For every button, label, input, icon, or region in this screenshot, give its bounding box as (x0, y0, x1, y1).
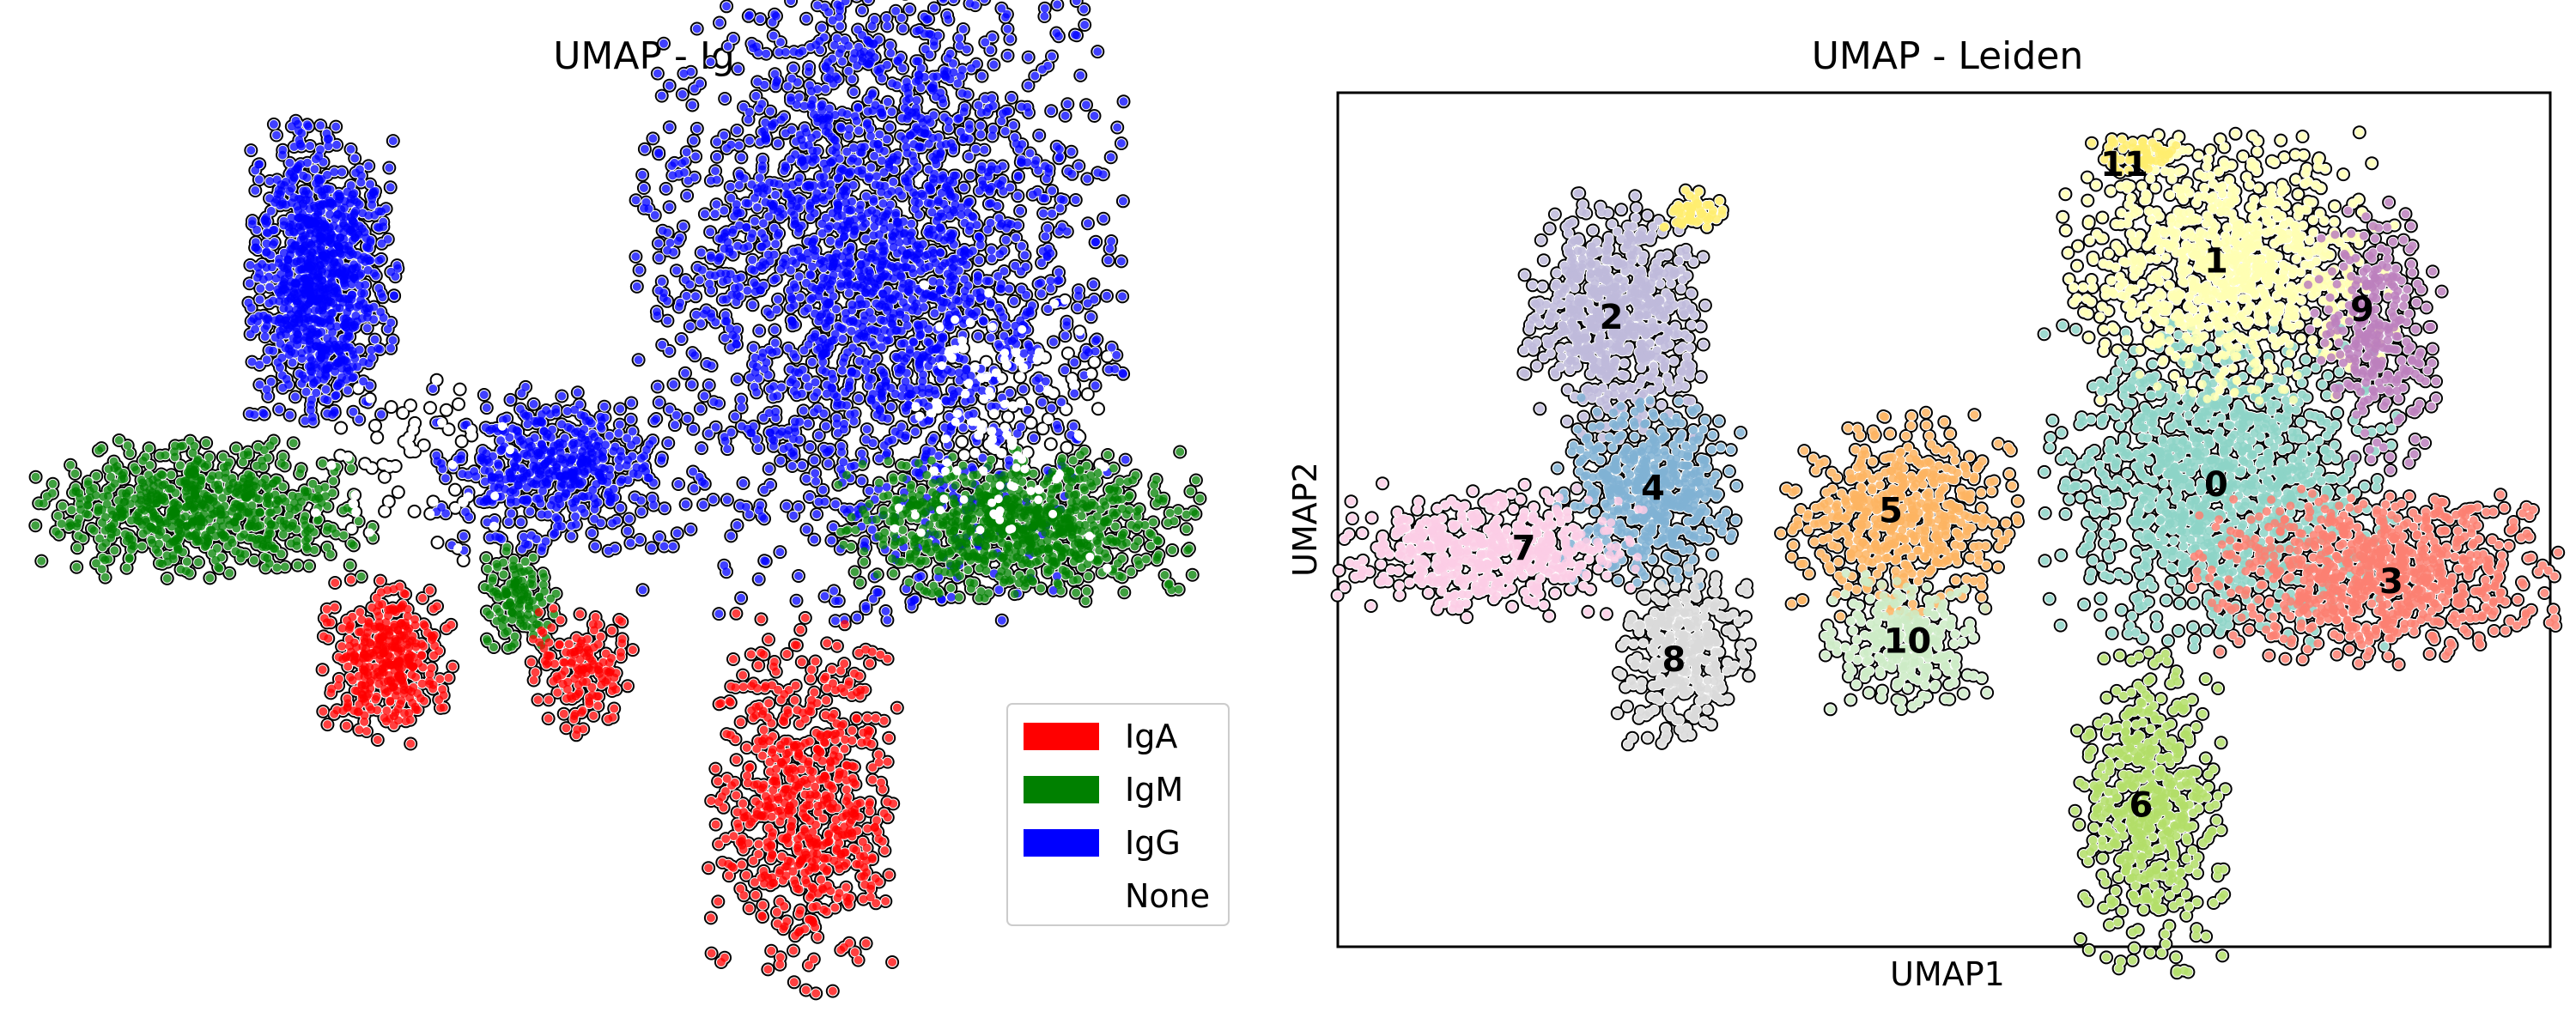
legend-label-none: None (1125, 877, 1210, 915)
cluster-label-10: 10 (1884, 621, 1932, 661)
legend-label-iga: IgA (1125, 718, 1177, 755)
legend-label-igm: IgM (1125, 771, 1183, 809)
cluster-label-4: 4 (1641, 469, 1665, 508)
cluster-label-7: 7 (1512, 529, 1536, 568)
legend-swatch-iga (1024, 723, 1099, 750)
y-axis-label: UMAP2 (1286, 462, 1324, 577)
cluster-label-1: 1 (2204, 242, 2228, 282)
cluster-label-5: 5 (1879, 492, 1903, 531)
chart-title-leiden: UMAP - Leiden (1812, 34, 2084, 78)
cluster-label-9: 9 (2350, 290, 2374, 330)
cluster-label-3: 3 (2379, 562, 2403, 602)
legend-ig: IgA IgM IgG None (1007, 704, 1229, 925)
cluster-label-8: 8 (1662, 640, 1686, 680)
cluster-label-11: 11 (2100, 145, 2148, 185)
legend-swatch-none (1024, 882, 1099, 910)
legend-swatch-igg (1024, 829, 1099, 857)
x-axis-label: UMAP1 (1890, 955, 2005, 993)
legend-label-igg: IgG (1125, 824, 1181, 862)
panel-leiden: UMAP - Leiden 0 1 2 3 4 5 6 7 8 9 10 11 UMAP1 UMAP2 (1286, 34, 2565, 993)
cluster-label-6: 6 (2129, 785, 2153, 825)
cluster-label-0: 0 (2204, 465, 2228, 505)
cluster-label-2: 2 (1600, 298, 1624, 337)
legend-swatch-igm (1024, 776, 1099, 803)
